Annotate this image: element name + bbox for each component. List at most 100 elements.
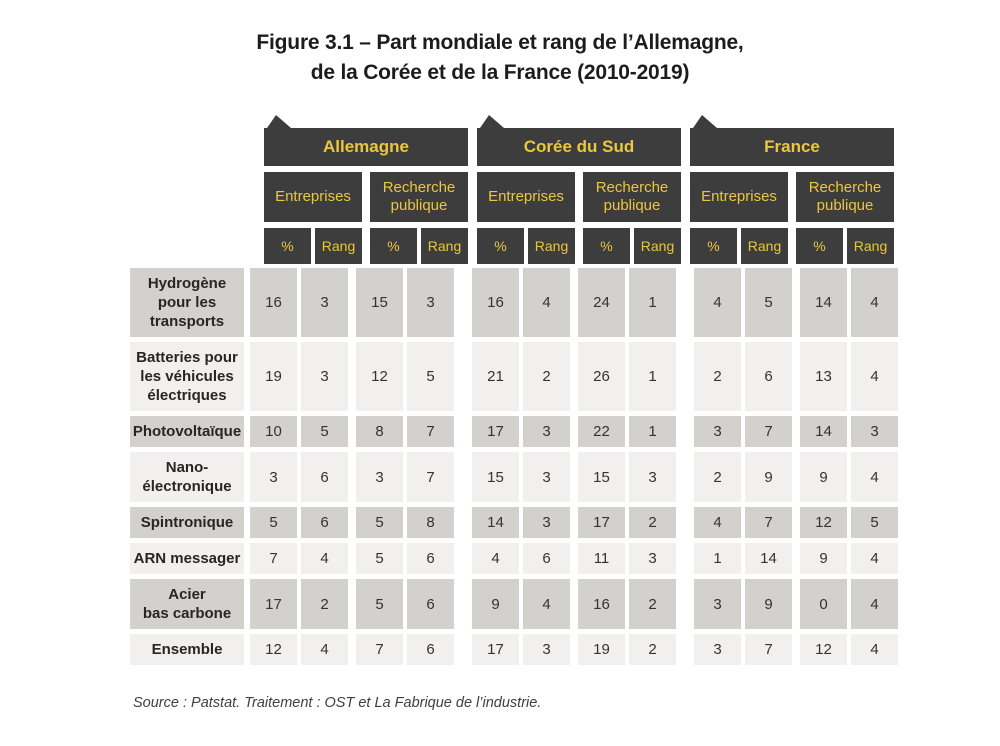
country-cells: 2 6 13 4	[694, 342, 898, 411]
data-cell: 4	[851, 634, 898, 665]
data-cell: 4	[301, 634, 348, 665]
row-cells: 5 6 5 8 14 3 17 2 4 7 12 5	[250, 507, 898, 538]
data-cell: 12	[800, 507, 847, 538]
cell-pair: 26 1	[578, 342, 676, 411]
country-cells: 17 3 19 2	[472, 634, 676, 665]
country-header: Allemagne	[264, 115, 468, 166]
figure-title-line1: Figure 3.1 – Part mondiale et rang de l’…	[256, 31, 744, 54]
measure-pair: % Rang	[477, 228, 575, 264]
measure-header: %	[583, 228, 630, 264]
measure-header-row: % Rang% Rang% Rang% Rang% Rang% Rang	[264, 228, 898, 264]
cell-pair: 10 5	[250, 416, 348, 447]
data-cell: 4	[523, 579, 570, 629]
data-cell: 3	[694, 579, 741, 629]
data-cell: 8	[356, 416, 403, 447]
data-cell: 9	[745, 579, 792, 629]
data-cell: 2	[694, 342, 741, 411]
measure-header: Rang	[421, 228, 468, 264]
data-cell: 6	[523, 543, 570, 574]
country-cells: 4 6 11 3	[472, 543, 676, 574]
country-header: Corée du Sud	[477, 115, 681, 166]
data-cell: 3	[629, 543, 676, 574]
measure-set: % Rang% Rang	[477, 228, 681, 264]
data-cell: 4	[472, 543, 519, 574]
data-cell: 17	[578, 507, 625, 538]
data-cell: 3	[407, 268, 454, 337]
data-cell: 5	[356, 543, 403, 574]
row-label: Ensemble	[130, 634, 244, 665]
data-cell: 7	[745, 634, 792, 665]
data-cell: 17	[250, 579, 297, 629]
country-cells: 15 3 15 3	[472, 452, 676, 502]
figure-title: Figure 3.1 – Part mondiale et rang de l’…	[0, 0, 1000, 88]
data-cell: 16	[472, 268, 519, 337]
country-cells: 4 5 14 4	[694, 268, 898, 337]
data-cell: 2	[629, 507, 676, 538]
data-cell: 4	[694, 268, 741, 337]
cell-pair: 13 4	[800, 342, 898, 411]
data-cell: 24	[578, 268, 625, 337]
figure-table: Allemagne Corée du Sud France Entreprises R…	[130, 115, 898, 665]
subgroup-set: Entreprises Recherche publique	[477, 172, 681, 222]
cell-pair: 22 1	[578, 416, 676, 447]
data-cell: 12	[800, 634, 847, 665]
measure-header: %	[370, 228, 417, 264]
subgroup-header: Recherche publique	[583, 172, 681, 222]
cell-pair: 15 3	[356, 268, 454, 337]
data-cell: 5	[356, 507, 403, 538]
measure-pair: % Rang	[583, 228, 681, 264]
measure-pair: % Rang	[264, 228, 362, 264]
data-cell: 5	[745, 268, 792, 337]
data-cell: 14	[745, 543, 792, 574]
data-cell: 2	[523, 342, 570, 411]
data-cell: 4	[851, 452, 898, 502]
row-cells: 7 4 5 6 4 6 11 3 1 14 9 4	[250, 543, 898, 574]
measure-header: %	[477, 228, 524, 264]
data-cell: 10	[250, 416, 297, 447]
cell-pair: 12 5	[356, 342, 454, 411]
row-label: ARN messager	[130, 543, 244, 574]
row-cells: 3 6 3 7 15 3 15 3 2 9 9 4	[250, 452, 898, 502]
data-cell: 0	[800, 579, 847, 629]
cell-pair: 14 4	[800, 268, 898, 337]
data-cell: 7	[407, 452, 454, 502]
data-cell: 3	[523, 634, 570, 665]
header-notch-icon	[693, 115, 717, 128]
data-cell: 4	[851, 342, 898, 411]
data-cell: 7	[407, 416, 454, 447]
data-cell: 26	[578, 342, 625, 411]
data-cell: 2	[629, 579, 676, 629]
data-cell: 12	[356, 342, 403, 411]
table-row: Photovoltaïque 10 5 8 7 17 3 22 1 3 7 14 3	[130, 416, 898, 447]
cell-pair: 16 3	[250, 268, 348, 337]
data-cell: 2	[629, 634, 676, 665]
data-cell: 5	[301, 416, 348, 447]
data-cell: 19	[578, 634, 625, 665]
table-row: Spintronique 5 6 5 8 14 3 17 2 4 7 12 5	[130, 507, 898, 538]
subgroup-set: Entreprises Recherche publique	[690, 172, 894, 222]
data-cell: 2	[694, 452, 741, 502]
measure-pair: % Rang	[370, 228, 468, 264]
row-label: Batteries pour les véhicules électriques	[130, 342, 244, 411]
measure-header: %	[264, 228, 311, 264]
country-cells: 3 7 14 3	[694, 416, 898, 447]
data-cell: 7	[745, 507, 792, 538]
data-cell: 7	[745, 416, 792, 447]
country-cells: 14 3 17 2	[472, 507, 676, 538]
data-cell: 6	[745, 342, 792, 411]
row-cells: 19 3 12 5 21 2 26 1 2 6 13 4	[250, 342, 898, 411]
data-cell: 14	[800, 416, 847, 447]
measure-header: %	[796, 228, 843, 264]
country-cells: 10 5 8 7	[250, 416, 454, 447]
table-row: Nano- électronique 3 6 3 7 15 3 15 3 2 9 9 4	[130, 452, 898, 502]
cell-pair: 12 4	[250, 634, 348, 665]
